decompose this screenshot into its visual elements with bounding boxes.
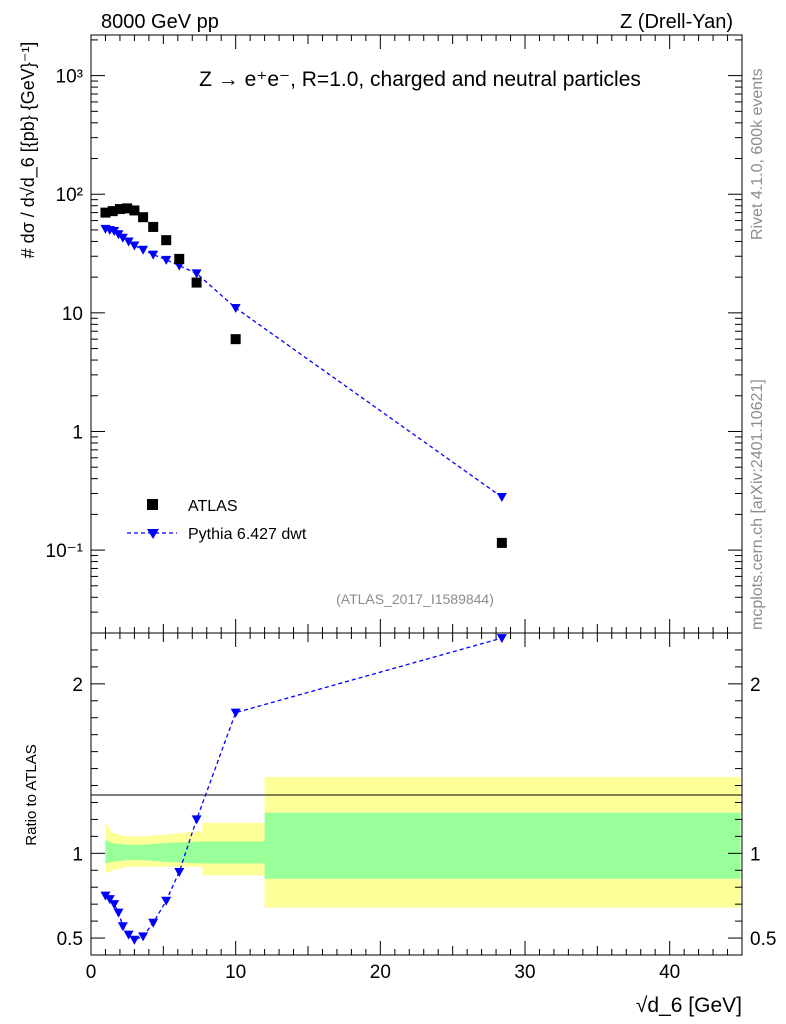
header-left-label: 8000 GeV pp	[101, 11, 219, 33]
x-axis-label: √d_6 [GeV]	[636, 994, 742, 1017]
atlas-point	[122, 203, 133, 214]
ratio-point	[138, 932, 149, 942]
mcplots-label: mcplots.cern.ch [arXiv:2401.10621]	[749, 379, 766, 630]
legend: ATLAS Pythia 6.427 dwt	[127, 498, 307, 543]
x-tick-label: 0	[86, 962, 97, 983]
ratio-panel-frame	[90, 632, 743, 956]
atlas-point	[138, 212, 149, 223]
pythia-point	[191, 269, 202, 279]
ratio-point	[113, 908, 124, 918]
x-tick-label: 30	[514, 962, 535, 983]
main-y-tick-label: 10²	[56, 185, 83, 206]
ratio-y-tick-label: 1	[72, 844, 83, 865]
ratio-uncertainty-band-inner	[105, 812, 741, 879]
atlas-point	[129, 205, 140, 216]
ratio-y-tick-label-right: 2	[750, 675, 761, 696]
rivet-version-label: Rivet 4.1.0, 600k events	[749, 68, 766, 240]
pythia-point	[109, 226, 120, 236]
main-y-tick-label: 10⁻¹	[46, 541, 84, 562]
main-panel: 10³ 10² 10 1 10⁻¹ Z → e⁺e⁻, R=1.0, charged a…	[18, 34, 743, 634]
main-y-axis-label: # dσ / d√d_6 [{pb} {GeV}⁻¹]	[18, 42, 39, 259]
ratio-y-axis-label: Ratio to ATLAS	[23, 744, 40, 845]
atlas-point	[230, 334, 241, 345]
pythia-point	[148, 250, 159, 260]
ratio-point	[129, 935, 140, 945]
atlas-point	[496, 537, 507, 548]
main-panel-frame	[90, 34, 743, 634]
legend-atlas-marker	[147, 499, 158, 510]
pythia-point	[117, 233, 128, 243]
pythia-point	[138, 245, 149, 255]
main-y-tick-label: 10³	[56, 67, 83, 88]
pythia-series-line	[105, 228, 503, 498]
legend-atlas-label: ATLAS	[188, 498, 238, 515]
ratio-y-tick-label: 0.5	[57, 929, 83, 950]
ratio-point	[123, 930, 134, 940]
ratio-point	[104, 895, 115, 905]
ratio-panel: 0.5 0.51 12 20 10 20 30 40 Ratio to ATLAS √d_6 …	[23, 632, 776, 1017]
atlas-point	[100, 207, 111, 218]
atlas-point	[148, 221, 159, 232]
atlas-point	[114, 204, 125, 215]
legend-pythia-marker	[147, 529, 159, 539]
x-tick-label: 20	[370, 962, 391, 983]
pythia-point	[129, 241, 140, 251]
ratio-point	[117, 922, 128, 932]
ratio-series-line	[105, 637, 503, 941]
ratio-y-tick-label-right: 0.5	[750, 929, 776, 950]
pythia-point	[161, 255, 172, 265]
ratio-point	[174, 867, 185, 877]
pythia-point	[123, 237, 134, 247]
main-y-tick-label: 10	[62, 304, 83, 325]
legend-pythia-label: Pythia 6.427 dwt	[188, 526, 307, 543]
ratio-point	[230, 708, 241, 718]
ratio-point	[109, 900, 120, 910]
main-y-tick-label: 1	[72, 422, 83, 443]
plot-title: Z → e⁺e⁻, R=1.0, charged and neutral par…	[199, 68, 641, 91]
pythia-point	[496, 493, 507, 503]
atlas-point	[161, 235, 172, 246]
ratio-point	[161, 896, 172, 906]
ratio-point	[191, 815, 202, 825]
ratio-y-tick-label-right: 1	[750, 844, 761, 865]
pythia-point	[230, 303, 241, 313]
x-tick-label: 40	[659, 962, 680, 983]
x-tick-label: 10	[225, 962, 246, 983]
ratio-point	[496, 634, 507, 644]
atlas-point	[174, 253, 185, 264]
atlas-point	[191, 277, 202, 288]
ratio-y-tick-label: 2	[72, 675, 83, 696]
analysis-id-label: (ATLAS_2017_I1589844)	[336, 591, 494, 607]
ratio-point	[148, 918, 159, 928]
header-right-label: Z (Drell-Yan)	[620, 11, 733, 33]
atlas-point	[107, 206, 118, 217]
